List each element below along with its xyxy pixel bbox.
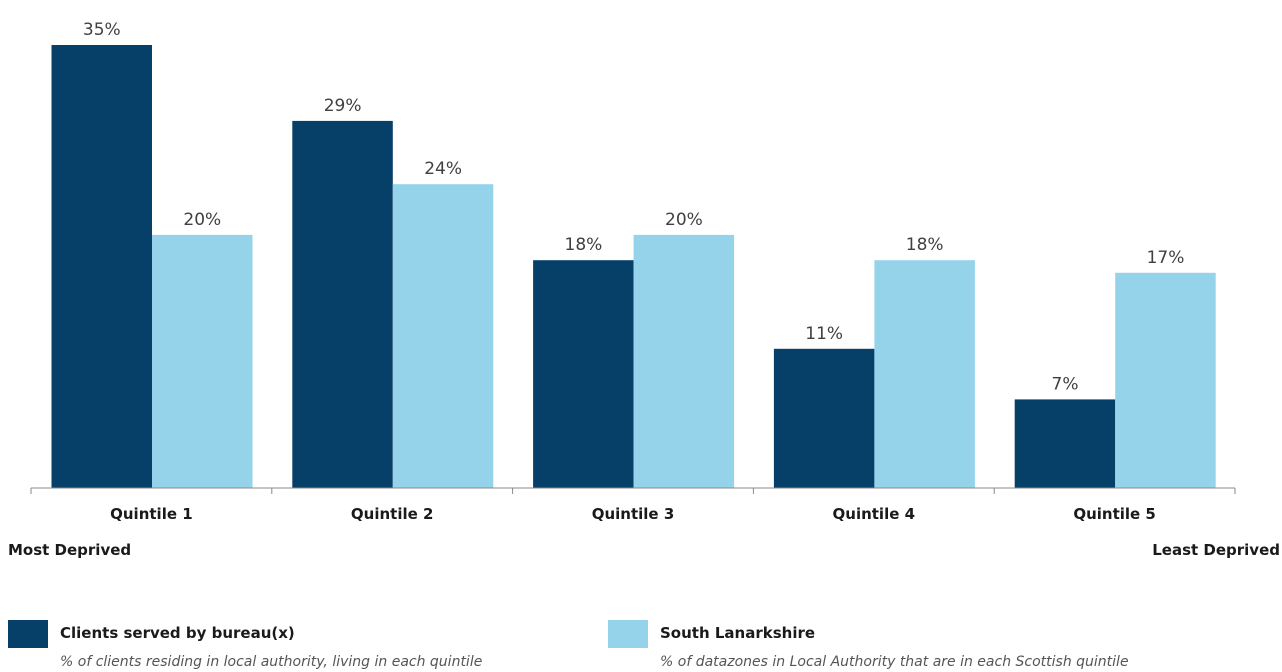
data-label-clients-served-by-bureau-x-quintile-2: 29% xyxy=(324,96,362,116)
legend-label-clients: Clients served by bureau(x) xyxy=(60,624,295,642)
data-label-clients-served-by-bureau-x-quintile-5: 7% xyxy=(1052,374,1079,394)
data-label-clients-served-by-bureau-x-quintile-1: 35% xyxy=(83,20,121,40)
data-label-south-lanarkshire-quintile-1: 20% xyxy=(183,210,221,230)
data-label-south-lanarkshire-quintile-4: 18% xyxy=(906,235,944,255)
bar-south-lanarkshire-quintile-1 xyxy=(152,234,253,488)
legend-item-south-lanarkshire: South Lanarkshire % of datazones in Loca… xyxy=(608,620,1282,672)
bars-layer xyxy=(51,45,1216,489)
legend-description-clients: % of clients residing in local authority… xyxy=(60,654,483,670)
legend-item-clients: Clients served by bureau(x) % of clients… xyxy=(8,620,588,672)
tick-label-quintile-2: Quintile 2 xyxy=(351,505,434,523)
bar-south-lanarkshire-quintile-2 xyxy=(392,184,494,488)
least-deprived-label: Least Deprived xyxy=(1152,541,1280,559)
data-label-south-lanarkshire-quintile-3: 20% xyxy=(665,210,703,230)
legend-description-south-lanarkshire: % of datazones in Local Authority that a… xyxy=(660,654,1129,670)
legend-label-south-lanarkshire: South Lanarkshire xyxy=(660,624,816,642)
bar-south-lanarkshire-quintile-5 xyxy=(1115,272,1216,488)
bar-south-lanarkshire-quintile-4 xyxy=(874,260,975,488)
bar-south-lanarkshire-quintile-3 xyxy=(633,234,735,488)
tick-label-quintile-5: Quintile 5 xyxy=(1073,505,1156,523)
tick-label-quintile-1: Quintile 1 xyxy=(110,505,193,523)
data-labels-layer: 35% 20% 29% 24% 18% 20% 11% 18% 7% 17% xyxy=(83,20,1184,394)
tick-label-quintile-4: Quintile 4 xyxy=(833,505,916,523)
bar-clients-served-by-bureau-x-quintile-3 xyxy=(533,260,634,488)
data-label-clients-served-by-bureau-x-quintile-4: 11% xyxy=(805,324,843,344)
bar-clients-served-by-bureau-x-quintile-4 xyxy=(773,348,875,488)
legend-swatch-clients xyxy=(8,620,48,648)
x-axis-tick-labels: Quintile 1 Quintile 2 Quintile 3 Quintile 4… xyxy=(110,505,1156,523)
bar-clients-served-by-bureau-x-quintile-5 xyxy=(1014,399,1116,488)
bar-chart: 35% 20% 29% 24% 18% 20% 11% 18% 7% 17% Quintile 1… xyxy=(8,20,1280,559)
bar-clients-served-by-bureau-x-quintile-2 xyxy=(292,120,393,489)
tick-label-quintile-3: Quintile 3 xyxy=(592,505,675,523)
data-label-clients-served-by-bureau-x-quintile-3: 18% xyxy=(565,235,603,255)
most-deprived-label: Most Deprived xyxy=(8,541,131,559)
x-axis-ticks xyxy=(30,488,1236,494)
data-label-south-lanarkshire-quintile-5: 17% xyxy=(1147,248,1185,268)
data-label-south-lanarkshire-quintile-2: 24% xyxy=(424,159,462,179)
legend-swatch-south-lanarkshire xyxy=(608,620,648,648)
bar-clients-served-by-bureau-x-quintile-1 xyxy=(51,45,152,488)
